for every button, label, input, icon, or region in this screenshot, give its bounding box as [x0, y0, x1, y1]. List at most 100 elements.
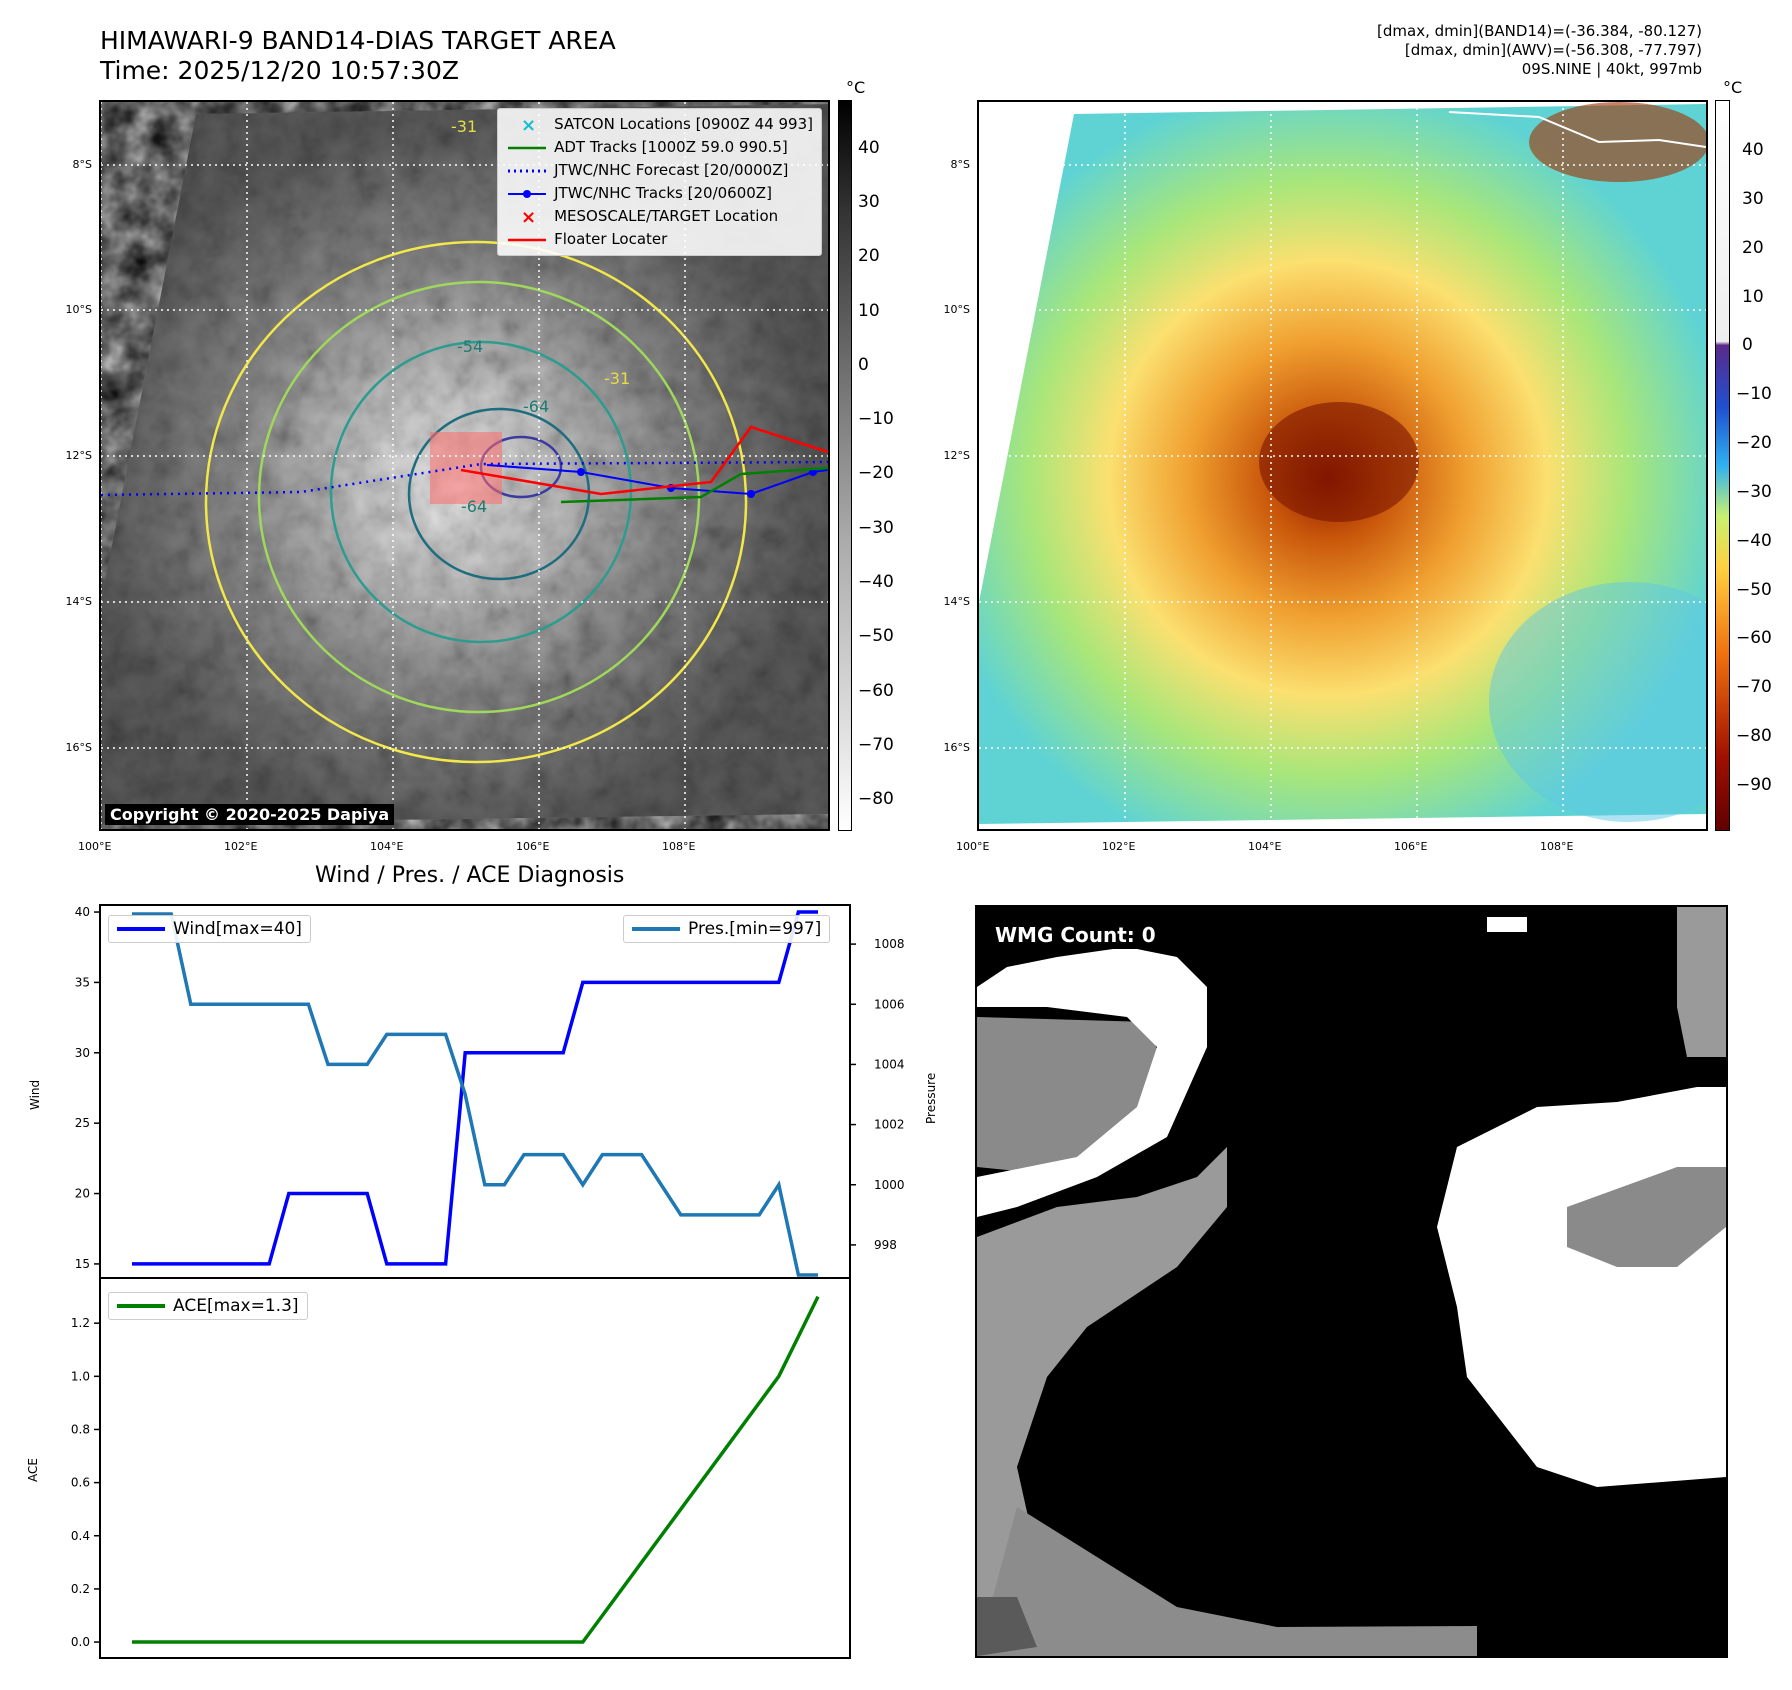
line-icon	[506, 138, 548, 158]
ace-plot-frame	[99, 1277, 851, 1659]
contour-label: -54	[457, 337, 483, 356]
dot-line-icon	[506, 184, 548, 204]
colorbar-tick: −80	[858, 789, 894, 809]
wind-tick-label: 35	[75, 975, 90, 989]
ace-tick-label: 0.8	[71, 1422, 90, 1436]
chart-title: HIMAWARI-9 BAND14-DIAS TARGET AREA	[100, 26, 616, 55]
lat-tick: 14°S	[65, 595, 92, 608]
color-colorbar	[1715, 100, 1730, 831]
ace-legend: ACE[max=1.3]	[108, 1292, 308, 1320]
wind-tick-label: 20	[75, 1187, 90, 1201]
colorbar-tick: −40	[858, 572, 894, 592]
lat-tick: 10°S	[943, 303, 970, 316]
ace-tick-label: 0.0	[71, 1635, 90, 1649]
legend-item: × MESOSCALE/TARGET Location	[506, 205, 813, 228]
floater-line	[460, 425, 828, 496]
ace-tick-label: 1.2	[71, 1316, 90, 1330]
coastline	[1448, 111, 1706, 148]
info-band14: [dmax, dmin](BAND14)=(-36.384, -80.127)	[1377, 22, 1702, 40]
colorbar-tick: −30	[858, 518, 894, 538]
legend-label: SATCON Locations [0900Z 44 993]	[554, 115, 813, 133]
legend-item: ADT Tracks [1000Z 59.0 990.5]	[506, 136, 813, 159]
wind-legend: Wind[max=40]	[108, 915, 311, 943]
lat-tick: 16°S	[65, 741, 92, 754]
pressure-tick-label: 1006	[874, 997, 905, 1011]
wmg-panel: WMG Count: 0	[975, 905, 1728, 1658]
ir-legend: × SATCON Locations [0900Z 44 993] ADT Trac…	[497, 108, 822, 256]
colorbar-tick: 40	[858, 138, 880, 158]
pressure-tick-label: 1000	[874, 1178, 905, 1192]
ir-colorbar	[838, 100, 852, 831]
colorbar-tick: −80	[1736, 726, 1772, 746]
legend-label: JTWC/NHC Tracks [20/0600Z]	[554, 184, 772, 202]
wind-tick-label: 25	[75, 1116, 90, 1130]
colorbar-tick: −20	[858, 463, 894, 483]
pressure-series-line	[132, 912, 818, 1277]
colorbar-tick: 20	[858, 246, 880, 266]
lon-tick: 106°E	[516, 840, 550, 853]
colorbar-tick: 10	[1742, 287, 1764, 307]
copyright-label: Copyright © 2020-2025 Dapiya	[105, 804, 395, 825]
contour-label: -31	[451, 117, 477, 136]
svg-text:×: ×	[521, 115, 536, 135]
wmg-image	[977, 907, 1726, 1656]
ir-colorbar-unit: °C	[846, 78, 866, 97]
lon-tick: 102°E	[1102, 840, 1136, 853]
ace-tick-label: 0.4	[71, 1529, 90, 1543]
cross-icon: ×	[506, 115, 548, 136]
legend-item: Floater Locater	[506, 228, 813, 251]
ace-axis-label: ACE	[26, 1458, 40, 1482]
colorbar-tick: −90	[1736, 775, 1772, 795]
legend-item: JTWC/NHC Forecast [20/0000Z]	[506, 159, 813, 182]
ir-map-panel: -31 -54 -64 -64 -31 × SATCON Locations [0…	[99, 100, 830, 831]
contour-label: -64	[461, 497, 487, 516]
legend-label: JTWC/NHC Forecast [20/0000Z]	[554, 161, 789, 179]
colorbar-tick: 0	[1742, 335, 1753, 355]
lon-tick: 100°E	[956, 840, 990, 853]
lat-tick: 16°S	[943, 741, 970, 754]
colorbar-tick: −50	[1736, 580, 1772, 600]
colorbar-tick: −20	[1736, 433, 1772, 453]
colorbar-tick: −10	[858, 409, 894, 429]
dotted-line-icon	[506, 161, 548, 181]
pressure-tick-label: 1004	[874, 1057, 905, 1071]
colorbar-tick: 40	[1742, 140, 1764, 160]
lon-tick: 100°E	[78, 840, 112, 853]
lon-tick: 106°E	[1394, 840, 1428, 853]
wmg-count-badge: WMG Count: 0	[989, 921, 1162, 949]
color-map-image	[979, 102, 1706, 829]
ace-series-line	[132, 1295, 820, 1644]
wind-axis-label: Wind	[28, 1079, 42, 1110]
colorbar-tick: −40	[1736, 531, 1772, 551]
pressure-tick-label: 1002	[874, 1118, 905, 1132]
adt-track-line	[560, 466, 828, 504]
colorbar-tick: −50	[858, 626, 894, 646]
wind-plot-frame	[99, 904, 851, 1279]
lon-tick: 102°E	[224, 840, 258, 853]
lon-tick: 108°E	[1540, 840, 1574, 853]
info-block: [dmax, dmin](BAND14)=(-36.384, -80.127) …	[1377, 22, 1702, 79]
colorbar-tick: −60	[858, 681, 894, 701]
lat-tick: 12°S	[943, 449, 970, 462]
lat-tick: 8°S	[950, 158, 970, 171]
legend-item: JTWC/NHC Tracks [20/0600Z]	[506, 182, 813, 205]
line-icon	[506, 230, 548, 250]
colorbar-tick: −70	[858, 735, 894, 755]
legend-item: × SATCON Locations [0900Z 44 993]	[506, 113, 813, 136]
wind-tick-label: 15	[75, 1257, 90, 1271]
colorbar-tick: 10	[858, 301, 880, 321]
pressure-axis-label: Pressure	[924, 1072, 938, 1124]
diagnosis-title: Wind / Pres. / ACE Diagnosis	[315, 863, 625, 888]
wind-series-line	[132, 910, 818, 1266]
color-map-panel	[977, 100, 1708, 831]
legend-label: MESOSCALE/TARGET Location	[554, 207, 779, 225]
colorbar-tick: −30	[1736, 482, 1772, 502]
contour-label: -64	[523, 397, 549, 416]
pressure-legend: Pres.[min=997]	[623, 915, 831, 943]
colorbar-tick: 0	[858, 355, 869, 375]
lon-tick: 108°E	[662, 840, 696, 853]
ace-tick-label: 1.0	[71, 1369, 90, 1383]
legend-label: ADT Tracks [1000Z 59.0 990.5]	[554, 138, 788, 156]
color-colorbar-unit: °C	[1723, 78, 1743, 97]
info-storm: 09S.NINE | 40kt, 997mb	[1521, 60, 1702, 78]
